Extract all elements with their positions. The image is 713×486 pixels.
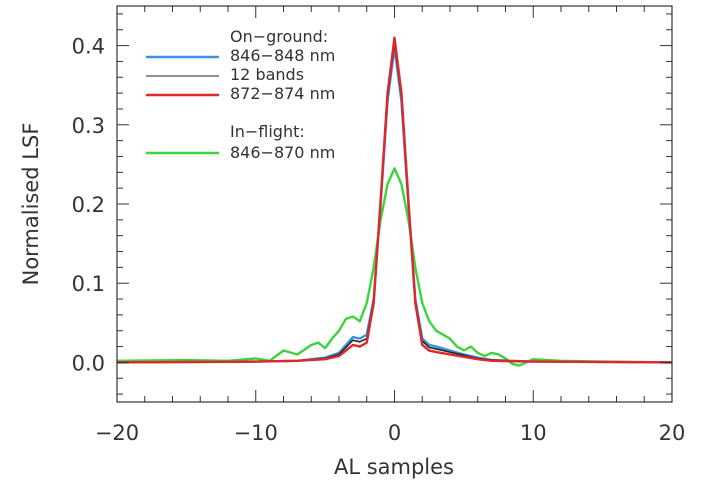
x-tick-label: 0 <box>388 421 401 445</box>
x-tick-label: 10 <box>520 421 547 445</box>
y-tick-label: 0.4 <box>72 35 105 59</box>
x-tick-label: −20 <box>95 421 139 445</box>
x-tick-label: 20 <box>659 421 686 445</box>
legend-label-12-bands: 12 bands <box>230 65 304 84</box>
x-axis-label: AL samples <box>334 455 454 479</box>
y-tick-label: 0.0 <box>72 351 105 375</box>
x-tick-label: −10 <box>234 421 278 445</box>
legend: On−ground: 846−848 nm 12 bands 872−874 n… <box>146 27 335 162</box>
plot-area <box>117 6 672 402</box>
y-tick-label: 0.1 <box>72 272 105 296</box>
y-tick-label: 0.3 <box>72 114 105 138</box>
legend-in-flight-heading: In−flight: <box>230 122 305 141</box>
tick-labels-layer: −20 −10 0 10 20 0.0 0.1 0.2 0.3 0.4 <box>72 35 686 445</box>
legend-label-846-848: 846−848 nm <box>230 46 335 65</box>
series-layer <box>117 36 672 367</box>
legend-label-846-870: 846−870 nm <box>230 143 335 162</box>
series-line-846-870-nm <box>117 167 672 367</box>
y-tick-label: 0.2 <box>72 193 105 217</box>
legend-on-ground-heading: On−ground: <box>230 27 328 46</box>
plot-frame <box>116 5 673 403</box>
series-line-872-874-nm <box>117 36 672 364</box>
legend-label-872-874: 872−874 nm <box>230 84 335 103</box>
y-axis-label: Normalised LSF <box>19 123 43 286</box>
